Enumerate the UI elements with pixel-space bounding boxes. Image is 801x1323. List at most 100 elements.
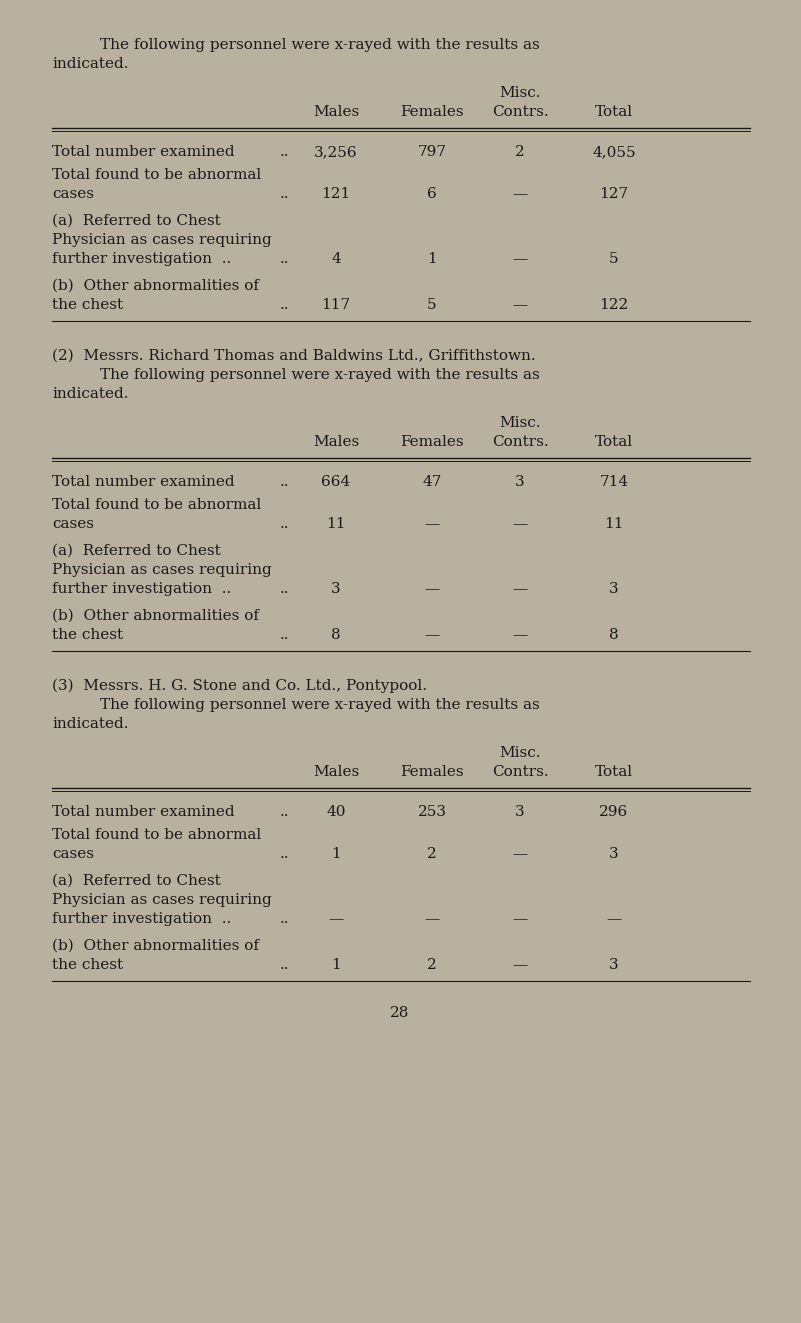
Text: (b)  Other abnormalities of: (b) Other abnormalities of [52,939,259,953]
Text: Total found to be abnormal: Total found to be abnormal [52,828,261,841]
Text: (3)  Messrs. H. G. Stone and Co. Ltd., Pontypool.: (3) Messrs. H. G. Stone and Co. Ltd., Po… [52,679,427,693]
Text: Physician as cases requiring: Physician as cases requiring [52,893,272,908]
Text: indicated.: indicated. [52,717,128,732]
Text: 797: 797 [417,146,446,159]
Text: 1: 1 [427,251,437,266]
Text: Contrs.: Contrs. [492,765,549,779]
Text: Total number examined: Total number examined [52,146,235,159]
Text: Total number examined: Total number examined [52,804,235,819]
Text: 11: 11 [326,517,346,531]
Text: the chest: the chest [52,628,123,642]
Text: —: — [513,582,528,595]
Text: 664: 664 [321,475,351,490]
Text: 3: 3 [515,804,525,819]
Text: cases: cases [52,187,94,201]
Text: 121: 121 [321,187,351,201]
Text: ..: .. [280,187,288,201]
Text: further investigation  ..: further investigation .. [52,912,231,926]
Text: Total number examined: Total number examined [52,475,235,490]
Text: —: — [513,187,528,201]
Text: 2: 2 [515,146,525,159]
Text: ..: .. [280,298,288,312]
Text: 3: 3 [610,847,619,861]
Text: the chest: the chest [52,298,123,312]
Text: ..: .. [280,475,288,490]
Text: ..: .. [280,628,288,642]
Text: ..: .. [280,517,288,531]
Text: Total found to be abnormal: Total found to be abnormal [52,497,261,512]
Text: Total found to be abnormal: Total found to be abnormal [52,168,261,183]
Text: 122: 122 [599,298,629,312]
Text: Females: Females [400,435,464,448]
Text: Physician as cases requiring: Physician as cases requiring [52,564,272,577]
Text: Females: Females [400,765,464,779]
Text: Total: Total [595,765,633,779]
Text: ..: .. [280,251,288,266]
Text: 4,055: 4,055 [592,146,636,159]
Text: 3: 3 [610,958,619,972]
Text: (b)  Other abnormalities of: (b) Other abnormalities of [52,279,259,292]
Text: indicated.: indicated. [52,57,128,71]
Text: —: — [513,517,528,531]
Text: 47: 47 [422,475,441,490]
Text: 117: 117 [321,298,351,312]
Text: Males: Males [313,765,359,779]
Text: Males: Males [313,435,359,448]
Text: —: — [513,912,528,926]
Text: —: — [425,582,440,595]
Text: cases: cases [52,847,94,861]
Text: ..: .. [280,912,288,926]
Text: Contrs.: Contrs. [492,435,549,448]
Text: Misc.: Misc. [499,86,541,101]
Text: ..: .. [280,582,288,595]
Text: Misc.: Misc. [499,746,541,759]
Text: 3: 3 [610,582,619,595]
Text: indicated.: indicated. [52,388,128,401]
Text: 40: 40 [326,804,346,819]
Text: (b)  Other abnormalities of: (b) Other abnormalities of [52,609,259,623]
Text: —: — [606,912,622,926]
Text: 5: 5 [610,251,619,266]
Text: 253: 253 [417,804,446,819]
Text: Total: Total [595,435,633,448]
Text: —: — [513,628,528,642]
Text: —: — [328,912,344,926]
Text: further investigation  ..: further investigation .. [52,251,231,266]
Text: —: — [513,847,528,861]
Text: The following personnel were x-rayed with the results as: The following personnel were x-rayed wit… [100,699,540,712]
Text: (a)  Referred to Chest: (a) Referred to Chest [52,214,221,228]
Text: further investigation  ..: further investigation .. [52,582,231,595]
Text: —: — [425,912,440,926]
Text: (2)  Messrs. Richard Thomas and Baldwins Ltd., Griffithstown.: (2) Messrs. Richard Thomas and Baldwins … [52,349,536,363]
Text: Males: Males [313,105,359,119]
Text: ..: .. [280,804,288,819]
Text: 3: 3 [515,475,525,490]
Text: ..: .. [280,146,288,159]
Text: Physician as cases requiring: Physician as cases requiring [52,233,272,247]
Text: cases: cases [52,517,94,531]
Text: Misc.: Misc. [499,415,541,430]
Text: Females: Females [400,105,464,119]
Text: (a)  Referred to Chest: (a) Referred to Chest [52,875,221,888]
Text: 1: 1 [331,958,341,972]
Text: 2: 2 [427,847,437,861]
Text: 714: 714 [599,475,629,490]
Text: ..: .. [280,958,288,972]
Text: 127: 127 [599,187,629,201]
Text: Total: Total [595,105,633,119]
Text: ..: .. [280,847,288,861]
Text: 28: 28 [390,1005,409,1020]
Text: 6: 6 [427,187,437,201]
Text: 296: 296 [599,804,629,819]
Text: Contrs.: Contrs. [492,105,549,119]
Text: (a)  Referred to Chest: (a) Referred to Chest [52,544,221,558]
Text: 8: 8 [610,628,619,642]
Text: —: — [425,517,440,531]
Text: 5: 5 [427,298,437,312]
Text: 3,256: 3,256 [314,146,358,159]
Text: 4: 4 [331,251,341,266]
Text: 2: 2 [427,958,437,972]
Text: 8: 8 [331,628,340,642]
Text: The following personnel were x-rayed with the results as: The following personnel were x-rayed wit… [100,38,540,52]
Text: 3: 3 [331,582,340,595]
